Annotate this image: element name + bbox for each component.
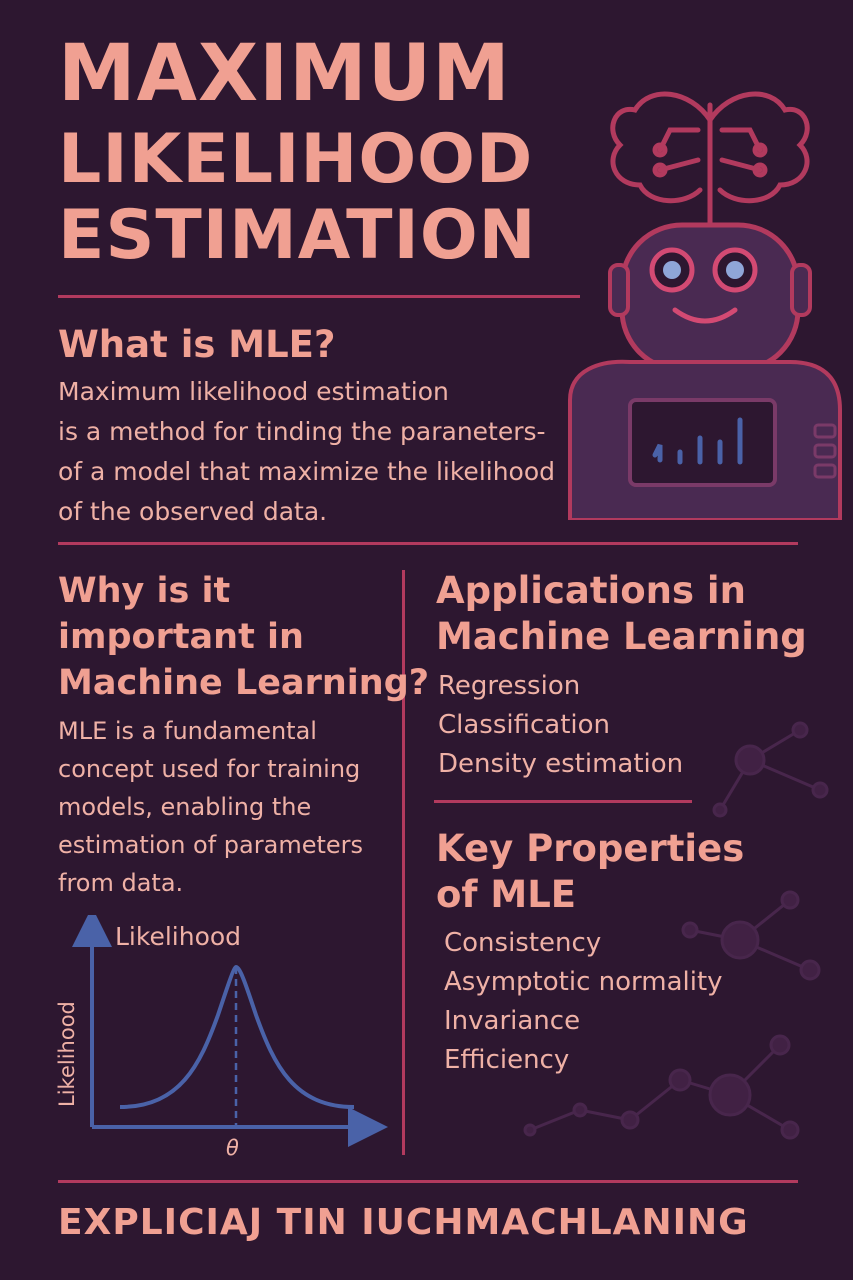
right-divider <box>434 800 692 803</box>
key-properties-heading-line: of MLE <box>436 873 577 916</box>
network-nodes-icon <box>523 721 829 1140</box>
applications-heading-line: Machine Learning <box>436 615 807 658</box>
list-item: Asymptotic normality <box>444 967 723 997</box>
why-line: concept used for training <box>58 755 361 783</box>
title-divider <box>58 295 580 298</box>
list-item: Density estimation <box>438 749 684 779</box>
list-item: Efficiency <box>444 1045 570 1075</box>
applications-heading: Applications in Machine Learning <box>436 568 807 660</box>
what-is-line: is a method for tinding the paraneters- <box>58 417 546 446</box>
what-is-heading: What is MLE? <box>58 323 336 366</box>
key-properties-heading: Key Properties of MLE <box>436 826 744 918</box>
column-divider <box>402 570 405 1155</box>
list-item: Classification <box>438 710 611 740</box>
plot-title: Likelihood <box>115 922 241 951</box>
bar-chart-icon <box>652 417 743 465</box>
why-paragraph: MLE is a fundamental concept used for tr… <box>58 712 403 902</box>
key-properties-list: Consistency Asymptotic normality Invaria… <box>444 924 723 1080</box>
why-line: models, enabling the <box>58 793 312 821</box>
plot-ylabel: Likelihood <box>55 1001 79 1107</box>
footer-text: EXPLICIAJ TIN IUCHMACHLANING <box>58 1202 749 1243</box>
list-item: Invariance <box>444 1006 581 1036</box>
title-line-1: MAXIMUM <box>58 29 511 119</box>
plot-xlabel: θ <box>226 1136 239 1160</box>
why-heading-line: Machine Learning? <box>58 663 430 703</box>
what-is-line: of a model that maximize the likelihood <box>58 457 556 486</box>
why-heading-line: important in <box>58 617 304 657</box>
list-item: Consistency <box>444 928 602 958</box>
brain-circuit-icon <box>610 91 810 238</box>
why-heading: Why is it important in Machine Learning? <box>58 568 429 706</box>
why-line: MLE is a fundamental <box>58 717 317 745</box>
key-properties-heading-line: Key Properties <box>436 827 745 870</box>
footer-divider <box>58 1180 798 1183</box>
why-line: estimation of parameters <box>58 831 364 859</box>
section-divider <box>58 542 798 545</box>
list-item: Regression <box>438 671 581 701</box>
applications-list: Regression Classification Density estima… <box>438 667 683 784</box>
likelihood-curve <box>119 964 355 1109</box>
what-is-paragraph: Maximum likelihood estimation is a metho… <box>58 372 598 532</box>
why-line: from data. <box>58 869 184 897</box>
why-heading-line: Why is it <box>58 571 231 611</box>
what-is-line: Maximum likelihood estimation <box>58 377 449 406</box>
title-line-3: ESTIMATION <box>58 196 537 275</box>
robot-illustration <box>568 91 842 520</box>
title-line-2: LIKELIHOOD <box>58 120 534 199</box>
robot-icon <box>568 222 842 520</box>
what-is-line: of the observed data. <box>58 497 328 526</box>
applications-heading-line: Applications in <box>436 569 746 612</box>
likelihood-plot: Likelihood Likelihood θ <box>55 915 388 1160</box>
